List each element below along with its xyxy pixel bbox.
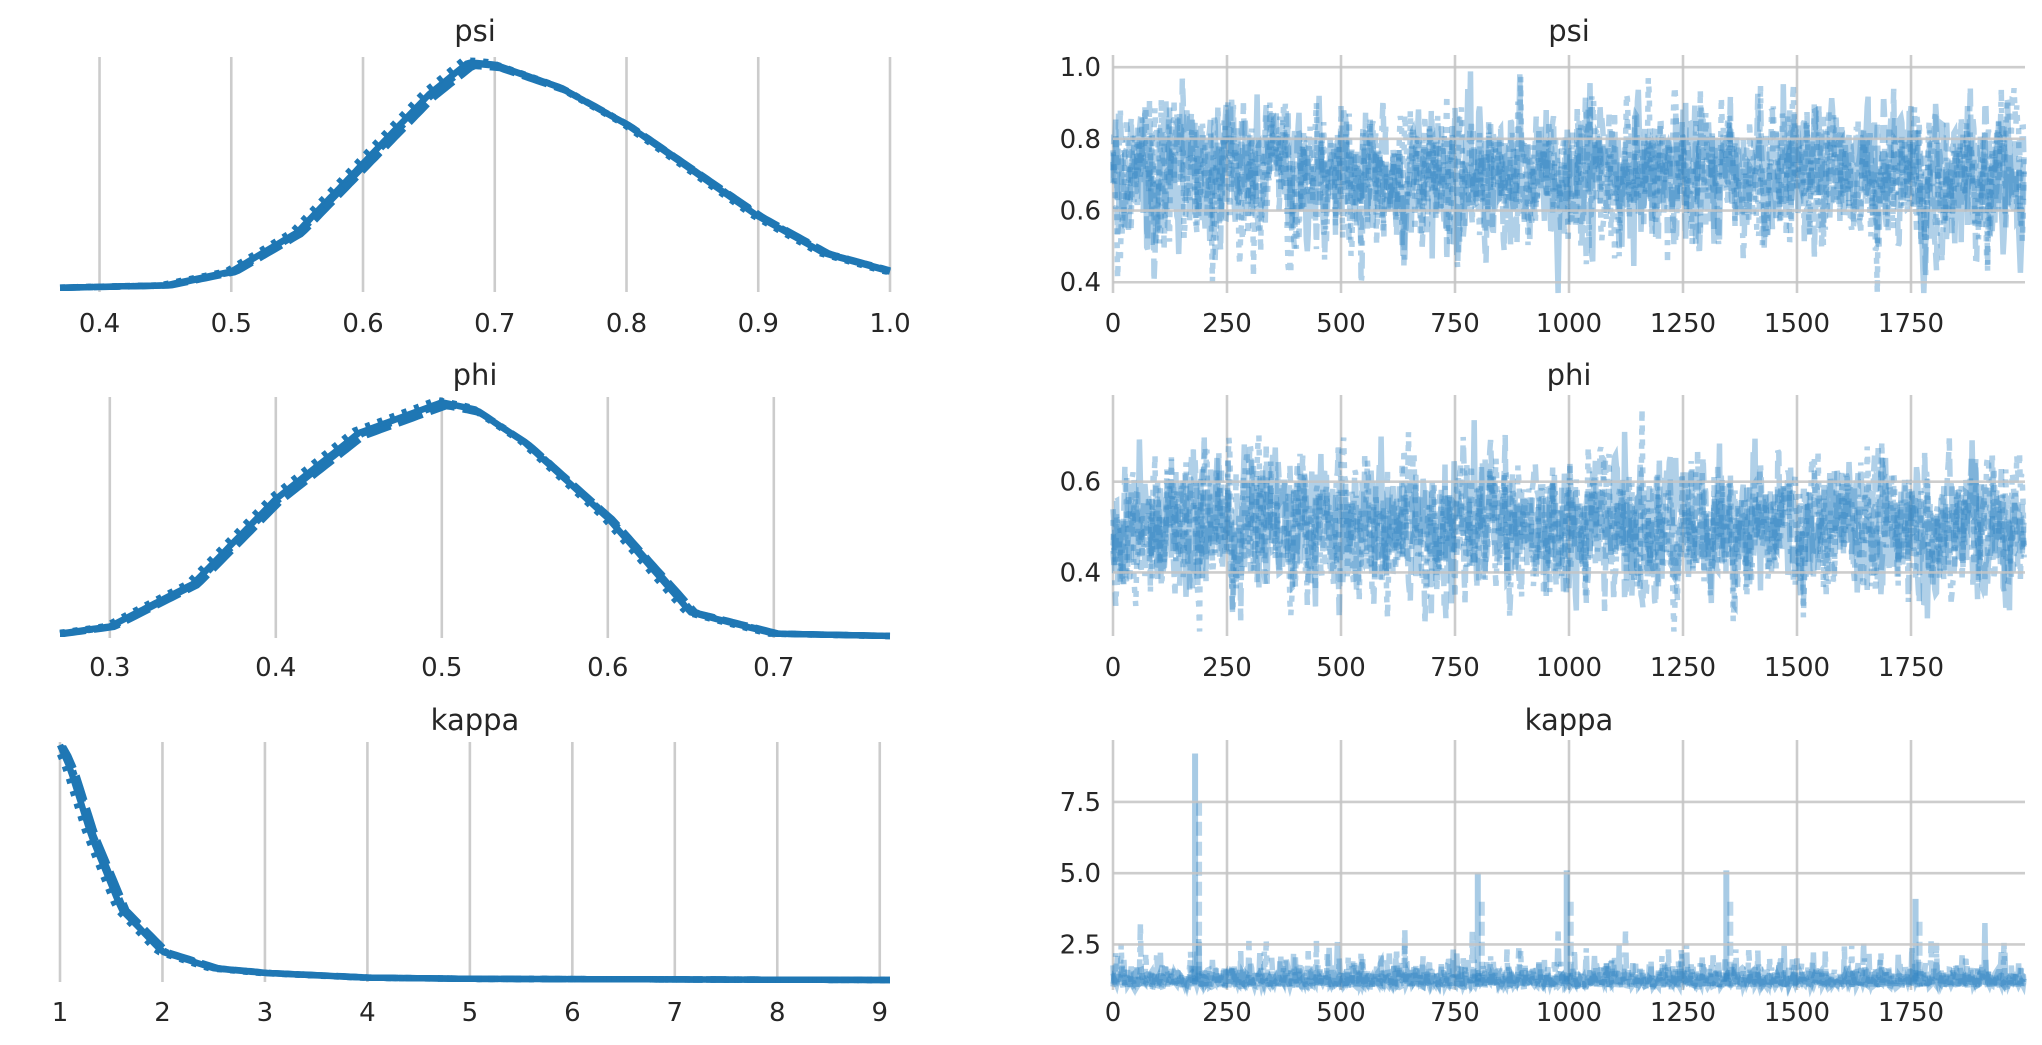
panel-title: kappa [431, 703, 520, 737]
trace-line-chain-0 [1110, 923, 2027, 997]
x-tick-label: 0 [1105, 653, 1122, 683]
x-tick-label: 0.9 [738, 309, 779, 339]
x-tick-label: 1750 [1878, 309, 1944, 339]
x-tick-label: 750 [1430, 653, 1480, 683]
x-tick-label: 1750 [1878, 998, 1944, 1028]
density-line-chain-3 [60, 60, 891, 291]
x-tick-label: 1000 [1536, 309, 1602, 339]
trace-line-chain-3 [1110, 923, 2027, 998]
trace-panel-psi: 0 250 500 750 1000 1250 1500 1750 0.4 0.6 0.8 1.0 ps… [1060, 14, 2027, 339]
x-tick-label: 0.4 [79, 309, 120, 339]
density-panel-phi: 0.3 0.4 0.5 0.6 0.7 phi [59, 358, 891, 683]
y-tick-label: 1.0 [1060, 53, 1101, 83]
x-tick-label: 9 [871, 998, 888, 1028]
x-tick-label: 1000 [1536, 653, 1602, 683]
x-tick-label: 6 [564, 998, 581, 1028]
x-tick-label: 2 [154, 998, 171, 1028]
x-tick-label: 5 [462, 998, 479, 1028]
x-tick-label: 750 [1430, 309, 1480, 339]
x-tick-label: 1 [52, 998, 69, 1028]
x-tick-label: 500 [1316, 998, 1366, 1028]
trace-panel-kappa: 0 250 500 750 1000 1250 1500 1750 2.5 5.0 7.5 kappa [1060, 703, 2027, 1028]
density-line-chain-3 [57, 743, 890, 984]
y-tick-label: 0.4 [1060, 268, 1101, 298]
x-tick-label: 0.4 [255, 653, 296, 683]
x-tick-label: 0.8 [606, 309, 647, 339]
y-tick-label: 0.4 [1060, 558, 1101, 588]
x-tick-label: 250 [1202, 653, 1252, 683]
trace-panel-phi: 0 250 500 750 1000 1250 1500 1750 0.4 0.6 phi [1060, 358, 2027, 683]
y-tick-label: 0.6 [1060, 197, 1101, 227]
x-tick-label: 1250 [1650, 653, 1716, 683]
panel-title: psi [454, 14, 496, 48]
x-tick-label: 0.5 [421, 653, 462, 683]
density-line-chain-1 [60, 62, 891, 291]
panel-title: phi [453, 358, 498, 392]
trace-line-chain-3 [1110, 436, 2027, 624]
panel-title: psi [1548, 14, 1590, 48]
trace-line-chain-2 [1110, 76, 2027, 294]
x-tick-label: 0.5 [211, 309, 252, 339]
y-tick-label: 0.8 [1060, 125, 1101, 155]
y-tick-label: 5.0 [1060, 859, 1101, 889]
x-tick-label: 500 [1316, 653, 1366, 683]
x-tick-label: 0 [1105, 998, 1122, 1028]
density-panel-psi: 0.4 0.5 0.6 0.7 0.8 0.9 1.0 psi [59, 14, 911, 339]
x-tick-label: 4 [359, 998, 376, 1028]
x-tick-label: 1000 [1536, 998, 1602, 1028]
density-line-chain-1 [60, 745, 890, 984]
density-line-chain-2 [59, 57, 890, 291]
y-tick-label: 7.5 [1060, 788, 1101, 818]
trace-line-chain-0 [1110, 420, 2027, 619]
x-tick-label: 0.7 [474, 309, 515, 339]
density-line-chain-3 [59, 400, 890, 640]
x-tick-label: 0.6 [342, 309, 383, 339]
x-tick-label: 1500 [1764, 998, 1830, 1028]
panel-title: kappa [1525, 703, 1614, 737]
x-tick-label: 1.0 [869, 309, 910, 339]
x-tick-label: 500 [1316, 309, 1366, 339]
x-tick-label: 1500 [1764, 653, 1830, 683]
density-line-chain-2 [57, 752, 890, 984]
x-tick-label: 750 [1430, 998, 1480, 1028]
x-tick-label: 250 [1202, 309, 1252, 339]
x-tick-label: 0.3 [89, 653, 130, 683]
x-tick-label: 1250 [1650, 309, 1716, 339]
x-tick-label: 3 [257, 998, 274, 1028]
density-line-chain-2 [59, 396, 890, 640]
density-line-chain-0 [59, 59, 891, 291]
trace-line-chain-2 [1110, 409, 2027, 632]
density-line-chain-0 [59, 399, 891, 640]
x-tick-label: 8 [769, 998, 786, 1028]
x-tick-label: 1500 [1764, 309, 1830, 339]
x-tick-label: 0.6 [587, 653, 628, 683]
x-tick-label: 1750 [1878, 653, 1944, 683]
x-tick-label: 250 [1202, 998, 1252, 1028]
y-tick-label: 0.6 [1060, 468, 1101, 498]
density-line-chain-0 [57, 743, 890, 984]
trace-line-chain-1 [1110, 929, 2027, 998]
density-panel-kappa: 1 2 3 4 5 6 7 8 9 kappa [52, 703, 890, 1028]
x-tick-label: 0 [1105, 309, 1122, 339]
trace-line-chain-1 [1110, 434, 2027, 621]
panel-title: phi [1547, 358, 1592, 392]
trace-line-chain-2 [1110, 939, 2027, 997]
density-line-chain-1 [60, 402, 891, 640]
x-tick-label: 0.7 [753, 653, 794, 683]
y-tick-label: 2.5 [1060, 930, 1101, 960]
x-tick-label: 7 [667, 998, 684, 1028]
trace-line-chain-3 [1110, 85, 2027, 284]
x-tick-label: 1250 [1650, 998, 1716, 1028]
